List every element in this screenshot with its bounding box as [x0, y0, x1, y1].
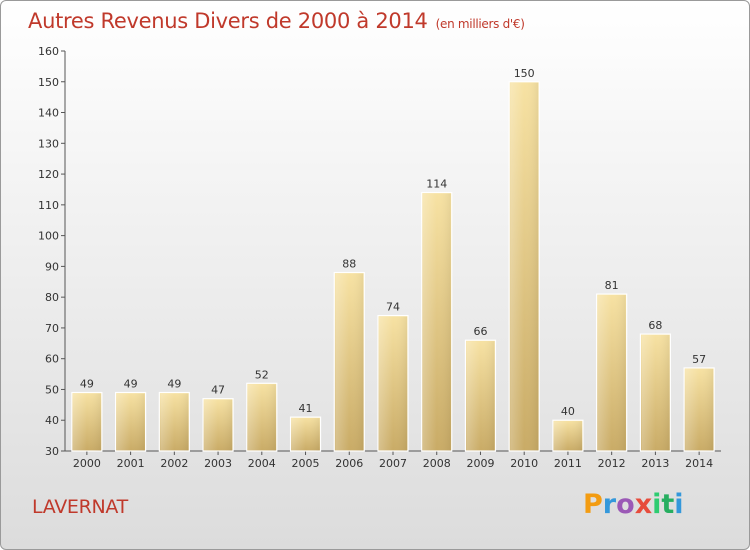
- x-tick-label: 2008: [423, 457, 451, 470]
- x-tick-label: 2014: [685, 457, 713, 470]
- chart-labels: 2000 49 2001 49 2002 49 2003 47 2004 52 2005 41 2006…: [73, 67, 713, 470]
- bar-value-label: 88: [342, 258, 356, 271]
- x-tick-label: 2011: [554, 457, 582, 470]
- bar-shine: [597, 295, 626, 451]
- bar-shine: [685, 368, 714, 451]
- logo-letter: x: [634, 489, 653, 520]
- x-tick-label: 2010: [510, 457, 538, 470]
- x-tick-label: 2005: [292, 457, 320, 470]
- bar-value-label: 47: [211, 384, 225, 397]
- x-tick-label: 2006: [335, 457, 363, 470]
- y-tick-label: 140: [38, 107, 59, 120]
- bar-shine: [466, 341, 495, 451]
- bar-value-label: 68: [648, 319, 662, 332]
- chart-title: Autres Revenus Divers de 2000 à 2014 (en …: [28, 9, 525, 33]
- bar-value-label: 74: [386, 301, 400, 314]
- logo-letter: r: [602, 489, 617, 520]
- y-tick-label: 160: [38, 45, 59, 58]
- bar-value-label: 150: [514, 67, 535, 80]
- logo-letter: o: [616, 489, 635, 520]
- location-label: LAVERNAT: [32, 496, 128, 518]
- bar-shine: [116, 393, 145, 451]
- x-tick-label: 2003: [204, 457, 232, 470]
- x-tick-label: 2000: [73, 457, 101, 470]
- bar-shine: [422, 193, 451, 452]
- bar-shine: [291, 418, 320, 451]
- bar-value-label: 49: [80, 378, 94, 391]
- title-text: Autres Revenus Divers de 2000 à 2014: [28, 9, 428, 33]
- logo-letter: i: [652, 489, 662, 520]
- y-tick-label: 100: [38, 230, 59, 243]
- bar-shine: [204, 399, 233, 451]
- logo-letter: i: [674, 489, 684, 520]
- y-tick-label: 30: [45, 445, 59, 458]
- chart-axes: 30 40 50 60 70 80 90 100 110 120 130 140 150 160: [38, 45, 721, 458]
- y-tick-label: 130: [38, 137, 59, 150]
- logo-letter: P: [583, 489, 603, 520]
- bar-shine: [160, 393, 189, 451]
- bar-value-label: 40: [561, 405, 575, 418]
- bar-shine: [553, 421, 582, 451]
- bar-value-label: 81: [605, 279, 619, 292]
- bar-shine: [335, 273, 364, 451]
- y-tick-label: 40: [45, 414, 59, 427]
- proxiti-logo: Proxiti: [583, 489, 684, 520]
- x-tick-label: 2002: [160, 457, 188, 470]
- bar-shine: [641, 335, 670, 451]
- bar-value-label: 49: [167, 378, 181, 391]
- x-tick-label: 2007: [379, 457, 407, 470]
- y-tick-label: 50: [45, 383, 59, 396]
- chart-bars: [71, 81, 715, 452]
- y-tick-label: 70: [45, 322, 59, 335]
- bar-shine: [379, 316, 407, 451]
- bar-shine: [510, 82, 539, 452]
- x-tick-label: 2001: [117, 457, 145, 470]
- bar-value-label: 57: [692, 353, 706, 366]
- title-unit: (en milliers d'€): [435, 17, 525, 31]
- y-tick-label: 80: [45, 291, 59, 304]
- bar-shine: [247, 384, 276, 451]
- y-tick-label: 110: [38, 199, 59, 212]
- y-tick-label: 60: [45, 353, 59, 366]
- y-tick-label: 150: [38, 76, 59, 89]
- bar-shine: [72, 393, 101, 451]
- x-tick-label: 2013: [641, 457, 669, 470]
- logo-letter: t: [661, 489, 675, 520]
- y-tick-label: 90: [45, 260, 59, 273]
- y-tick-label: 120: [38, 168, 59, 181]
- x-tick-label: 2009: [466, 457, 494, 470]
- bar-value-label: 114: [426, 178, 447, 191]
- bar-value-label: 52: [255, 368, 269, 381]
- bar-value-label: 41: [299, 402, 313, 415]
- x-tick-label: 2004: [248, 457, 276, 470]
- bar-value-label: 66: [473, 325, 487, 338]
- bar-value-label: 49: [124, 378, 138, 391]
- x-tick-label: 2012: [598, 457, 626, 470]
